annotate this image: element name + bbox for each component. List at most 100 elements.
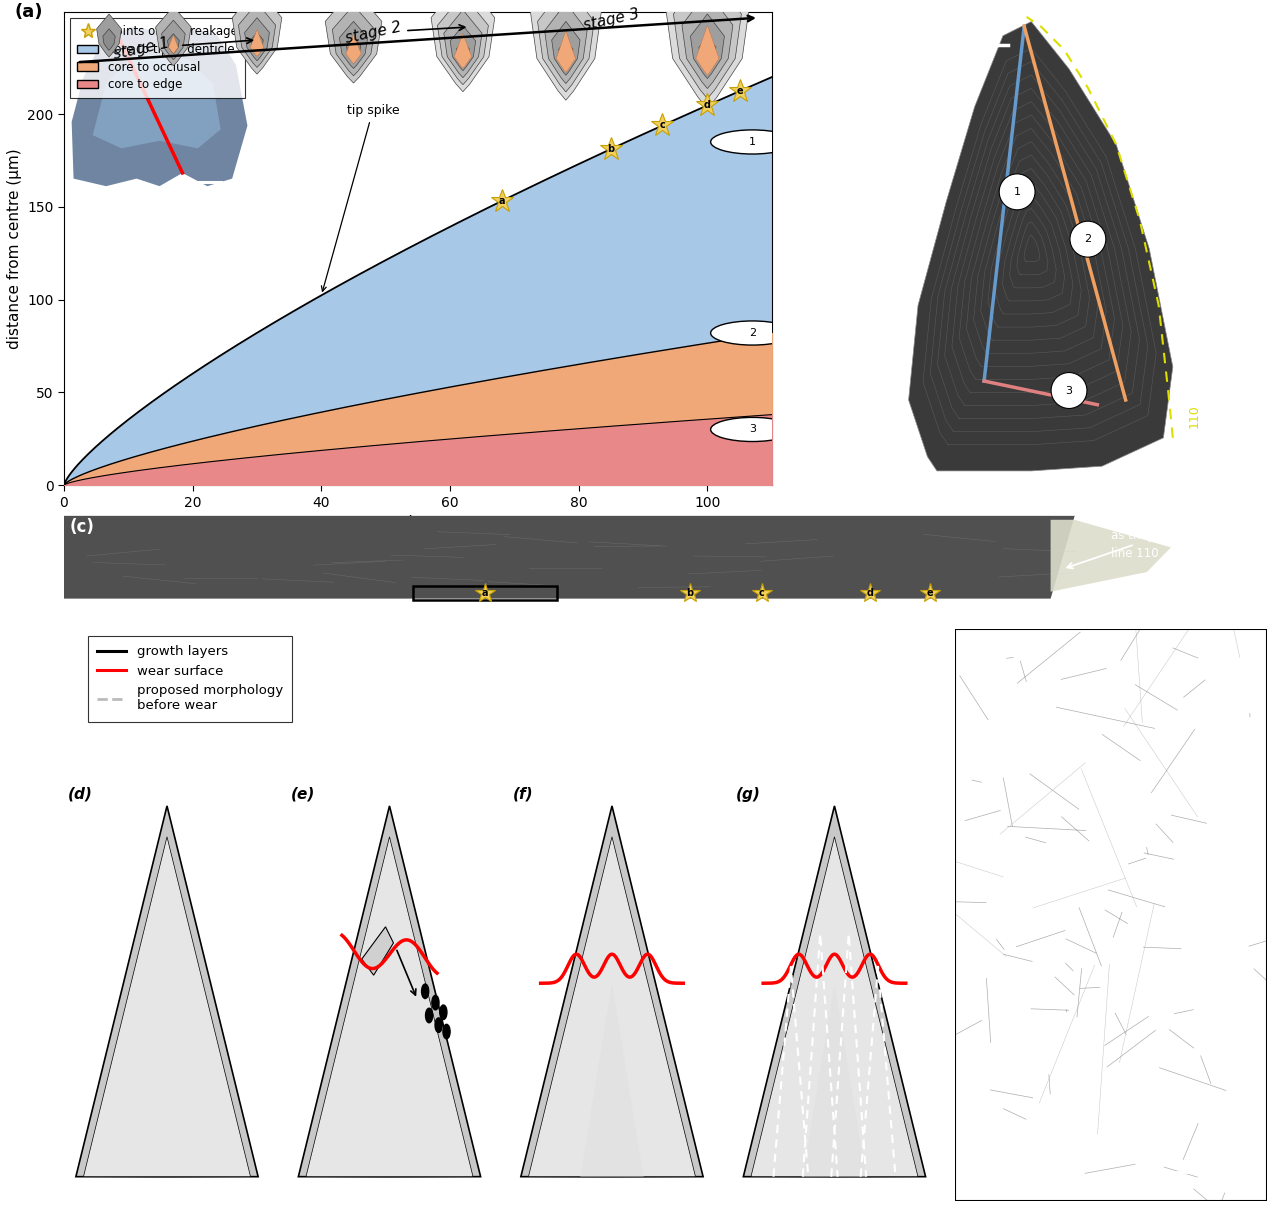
Text: 3: 3 [749, 425, 756, 434]
Polygon shape [381, 1146, 397, 1177]
Polygon shape [160, 1146, 174, 1177]
Polygon shape [99, 899, 236, 1177]
Text: 3: 3 [1065, 386, 1073, 395]
Polygon shape [536, 867, 687, 1177]
Circle shape [440, 1006, 447, 1019]
Polygon shape [251, 29, 264, 56]
Text: (a): (a) [14, 2, 44, 21]
Circle shape [710, 417, 795, 442]
Polygon shape [1051, 520, 1171, 592]
Polygon shape [339, 22, 367, 68]
Text: 110: 110 [1188, 405, 1201, 428]
Polygon shape [696, 25, 719, 75]
Polygon shape [169, 35, 178, 53]
Text: tip spike: tip spike [321, 104, 399, 291]
Polygon shape [559, 40, 573, 67]
Polygon shape [581, 1053, 643, 1177]
Polygon shape [314, 867, 466, 1177]
Polygon shape [796, 1023, 873, 1177]
Polygon shape [114, 961, 220, 1177]
Circle shape [443, 1024, 451, 1038]
Polygon shape [438, 0, 489, 85]
Text: (d): (d) [68, 786, 93, 802]
Polygon shape [347, 38, 361, 61]
Polygon shape [803, 984, 867, 1177]
Polygon shape [559, 961, 666, 1177]
Polygon shape [366, 1084, 412, 1177]
Polygon shape [431, 0, 495, 92]
Polygon shape [64, 516, 1075, 599]
Polygon shape [76, 805, 259, 1177]
Polygon shape [325, 0, 381, 82]
Text: c: c [759, 588, 764, 598]
Circle shape [431, 996, 439, 1010]
Polygon shape [544, 899, 680, 1177]
Polygon shape [91, 867, 243, 1177]
Polygon shape [682, 0, 733, 89]
Text: not seen on figure A
as they occur after
line 110: not seen on figure A as they occur after… [1111, 511, 1230, 560]
Polygon shape [819, 1115, 850, 1177]
Circle shape [1070, 221, 1106, 257]
Polygon shape [664, 0, 750, 109]
Text: e: e [736, 86, 742, 96]
Text: d: d [704, 101, 710, 110]
Polygon shape [552, 929, 673, 1177]
Polygon shape [751, 837, 918, 1177]
Polygon shape [129, 1023, 205, 1177]
Text: d: d [867, 588, 874, 598]
Polygon shape [781, 961, 887, 1177]
Polygon shape [298, 805, 480, 1177]
Polygon shape [544, 2, 588, 84]
Text: (h): (h) [968, 647, 997, 665]
Polygon shape [152, 1115, 182, 1177]
Circle shape [425, 1008, 433, 1023]
Polygon shape [232, 0, 282, 74]
Polygon shape [362, 927, 393, 975]
Polygon shape [137, 1053, 197, 1177]
Polygon shape [454, 33, 471, 68]
Text: a: a [498, 197, 504, 206]
Polygon shape [567, 991, 658, 1177]
Polygon shape [337, 961, 443, 1177]
Circle shape [435, 1018, 442, 1032]
Polygon shape [673, 0, 741, 98]
Polygon shape [552, 22, 580, 75]
Circle shape [710, 130, 795, 154]
Polygon shape [346, 34, 361, 63]
Polygon shape [596, 1115, 627, 1177]
Text: a: a [481, 588, 489, 598]
Polygon shape [773, 929, 895, 1177]
Polygon shape [333, 5, 375, 75]
Legend: growth layers, wear surface, proposed morphology
before wear: growth layers, wear surface, proposed mo… [88, 636, 292, 722]
Polygon shape [580, 984, 644, 1177]
Polygon shape [306, 837, 474, 1177]
Polygon shape [521, 805, 703, 1177]
Polygon shape [145, 1084, 189, 1177]
Text: (g): (g) [736, 786, 760, 802]
Text: b: b [607, 144, 614, 154]
Bar [413, 586, 557, 599]
Polygon shape [759, 867, 910, 1177]
Polygon shape [122, 991, 212, 1177]
Polygon shape [788, 991, 881, 1177]
Circle shape [1051, 372, 1087, 409]
Polygon shape [529, 837, 695, 1177]
Text: (c): (c) [70, 518, 95, 536]
Polygon shape [374, 1115, 404, 1177]
Polygon shape [168, 34, 179, 53]
Polygon shape [161, 21, 186, 59]
Polygon shape [102, 29, 115, 50]
Text: stage 2: stage 2 [343, 19, 402, 46]
Text: 2: 2 [749, 328, 756, 338]
Polygon shape [909, 22, 1172, 471]
X-axis label: no. layers: no. layers [380, 516, 456, 530]
Text: stage 1: stage 1 [111, 36, 170, 63]
Polygon shape [699, 36, 716, 68]
Polygon shape [744, 805, 925, 1177]
Text: e: e [927, 588, 933, 598]
Text: 1: 1 [1014, 187, 1020, 197]
Polygon shape [238, 2, 275, 68]
Polygon shape [557, 30, 576, 73]
Circle shape [710, 321, 795, 344]
Polygon shape [457, 41, 470, 63]
